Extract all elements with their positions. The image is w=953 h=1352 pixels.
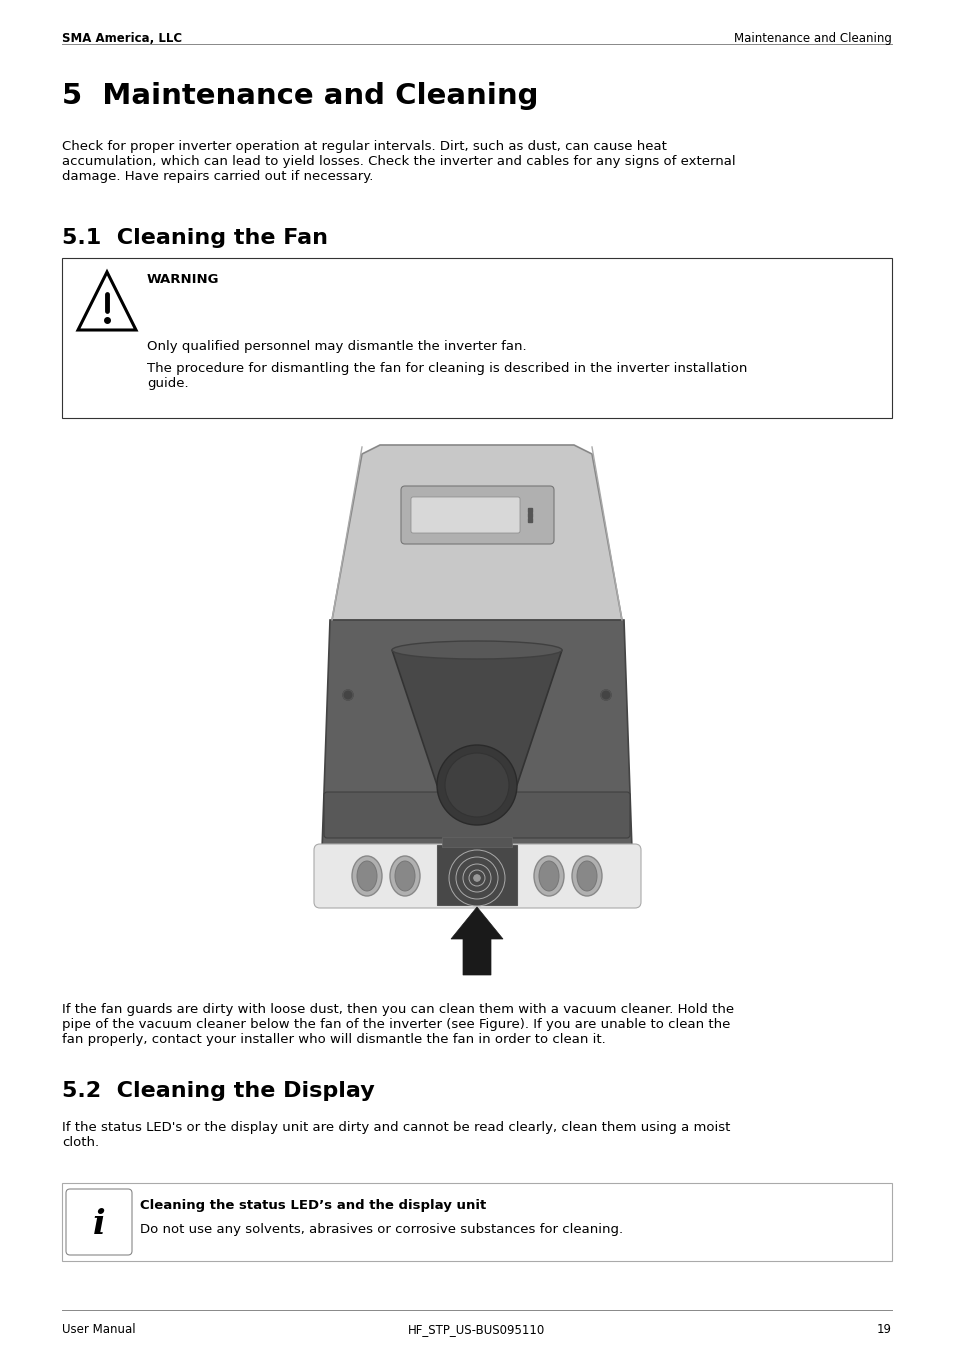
Text: 5.1  Cleaning the Fan: 5.1 Cleaning the Fan (62, 228, 328, 247)
Polygon shape (332, 445, 621, 621)
Circle shape (474, 875, 479, 882)
Text: Maintenance and Cleaning: Maintenance and Cleaning (734, 32, 891, 45)
Text: 5.2  Cleaning the Display: 5.2 Cleaning the Display (62, 1082, 375, 1101)
Ellipse shape (577, 861, 597, 891)
FancyBboxPatch shape (436, 845, 517, 904)
FancyBboxPatch shape (62, 258, 891, 418)
FancyBboxPatch shape (66, 1188, 132, 1255)
Text: WARNING: WARNING (147, 273, 219, 287)
FancyBboxPatch shape (62, 1183, 891, 1261)
Text: User Manual: User Manual (62, 1324, 135, 1336)
Polygon shape (451, 907, 502, 975)
FancyBboxPatch shape (324, 792, 629, 838)
Text: 19: 19 (876, 1324, 891, 1336)
Text: Only qualified personnel may dismantle the inverter fan.: Only qualified personnel may dismantle t… (147, 339, 526, 353)
Ellipse shape (534, 856, 563, 896)
Text: If the fan guards are dirty with loose dust, then you can clean them with a vacu: If the fan guards are dirty with loose d… (62, 1003, 734, 1046)
FancyBboxPatch shape (314, 844, 640, 909)
Circle shape (444, 753, 509, 817)
Polygon shape (392, 650, 561, 786)
Circle shape (343, 690, 353, 700)
Text: HF_STP_US-BUS095110: HF_STP_US-BUS095110 (408, 1324, 545, 1336)
Text: Do not use any solvents, abrasives or corrosive substances for cleaning.: Do not use any solvents, abrasives or co… (140, 1224, 622, 1236)
Text: i: i (92, 1207, 105, 1241)
FancyBboxPatch shape (441, 837, 512, 846)
Ellipse shape (352, 856, 381, 896)
Ellipse shape (395, 861, 415, 891)
Ellipse shape (356, 861, 376, 891)
Circle shape (600, 690, 610, 700)
FancyBboxPatch shape (411, 498, 519, 533)
Text: The procedure for dismantling the fan for cleaning is described in the inverter : The procedure for dismantling the fan fo… (147, 362, 746, 389)
Circle shape (436, 745, 517, 825)
Ellipse shape (538, 861, 558, 891)
Text: Cleaning the status LED’s and the display unit: Cleaning the status LED’s and the displa… (140, 1199, 486, 1211)
Text: If the status LED's or the display unit are dirty and cannot be read clearly, cl: If the status LED's or the display unit … (62, 1121, 730, 1149)
Text: 5  Maintenance and Cleaning: 5 Maintenance and Cleaning (62, 82, 537, 110)
Text: SMA America, LLC: SMA America, LLC (62, 32, 182, 45)
Ellipse shape (572, 856, 601, 896)
Ellipse shape (392, 641, 561, 658)
Polygon shape (322, 621, 631, 850)
FancyBboxPatch shape (400, 485, 554, 544)
Ellipse shape (390, 856, 419, 896)
Text: Check for proper inverter operation at regular intervals. Dirt, such as dust, ca: Check for proper inverter operation at r… (62, 141, 735, 183)
